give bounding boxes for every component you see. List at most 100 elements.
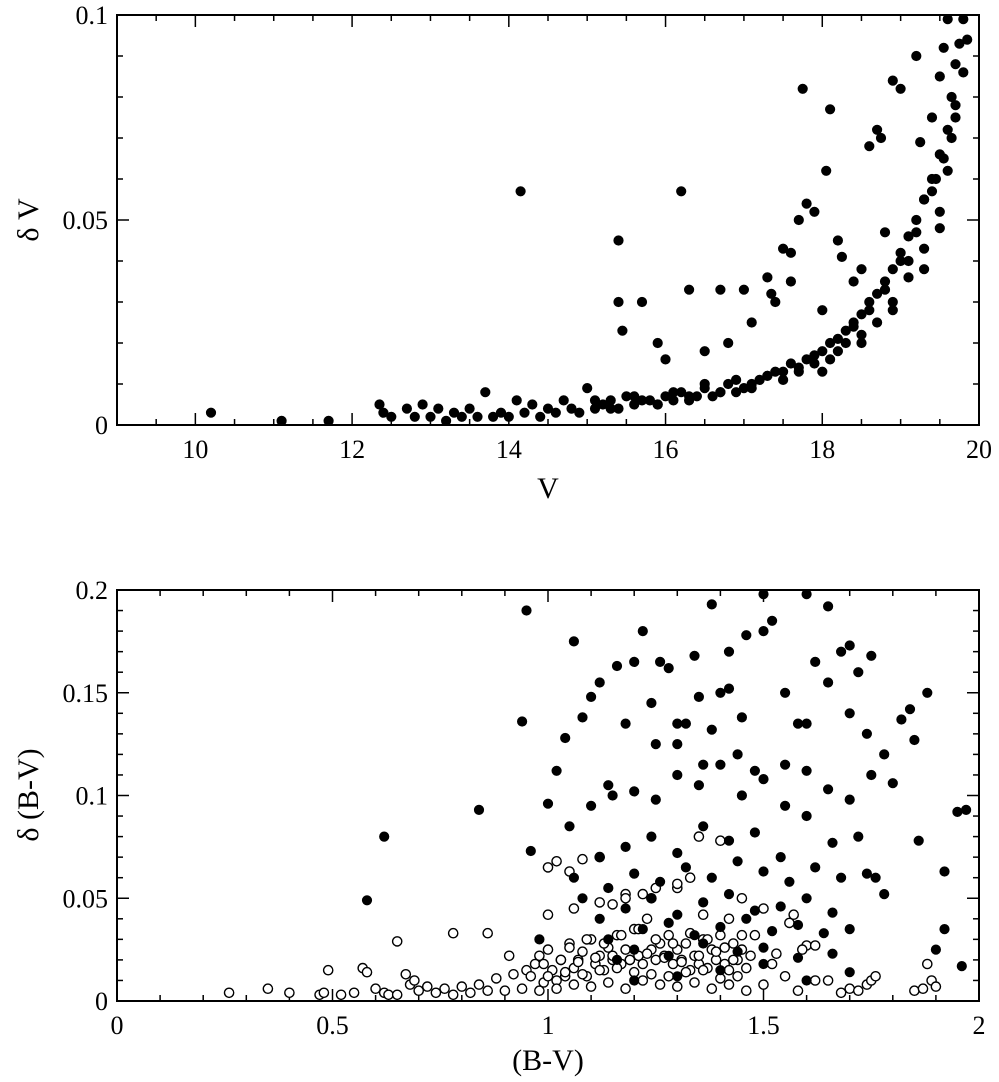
- top-x-tick-label: 20: [966, 435, 992, 464]
- bottom-filled-data-point: [646, 893, 657, 904]
- bottom-open-data-point: [508, 969, 519, 980]
- top-points: [205, 14, 973, 426]
- top-filled-data-point: [825, 104, 836, 115]
- bottom-open-data-point: [822, 975, 834, 986]
- top-filled-data-point: [636, 296, 648, 308]
- bottom-filled-data-point: [594, 677, 605, 688]
- bottom-filled-data-point: [715, 687, 726, 698]
- top-filled-data-point: [715, 387, 726, 398]
- top-filled-data-point: [911, 214, 922, 226]
- top-filled-data-point: [856, 337, 867, 349]
- bottom-filled-data-point: [930, 944, 942, 955]
- bottom-y-tick-label: 0.05: [63, 884, 109, 913]
- top-filled-data-point: [731, 374, 742, 385]
- top-filled-data-point: [801, 354, 812, 365]
- bottom-open-data-point: [551, 983, 562, 995]
- bottom-filled-data-point: [594, 913, 605, 924]
- bottom-open-data-point: [835, 987, 847, 999]
- bottom-filled-data-point: [792, 718, 804, 729]
- top-filled-data-point: [746, 317, 757, 328]
- bottom-y-tick-label: 0.2: [76, 576, 109, 605]
- top-filled-data-point: [946, 91, 957, 103]
- top-filled-data-point: [817, 366, 828, 377]
- top-filled-data-point: [668, 387, 679, 398]
- bottom-filled-data-point: [379, 831, 390, 842]
- bottom-open-data-point: [607, 899, 618, 910]
- bottom-filled-data-point: [810, 862, 821, 873]
- bottom-y-tick-label: 0.15: [63, 679, 109, 708]
- bottom-open-data-point: [697, 964, 709, 976]
- bottom-filled-data-point: [792, 919, 804, 931]
- top-y-tick-label: 0.05: [63, 206, 109, 235]
- bottom-open-data-point: [391, 989, 403, 1001]
- top-filled-data-point: [425, 411, 436, 422]
- top-filled-data-point: [378, 407, 389, 418]
- bottom-filled-data-point: [693, 691, 705, 703]
- bottom-filled-data-point: [780, 687, 791, 698]
- bottom-open-data-point: [736, 893, 748, 904]
- bottom-filled-data-point: [823, 601, 834, 612]
- bottom-open-data-point: [581, 934, 593, 945]
- top-filled-data-point: [401, 403, 412, 414]
- bottom-filled-data-point: [698, 938, 709, 949]
- bottom-x-tick-label: 1.5: [747, 1011, 780, 1040]
- bottom-filled-data-point: [551, 765, 562, 776]
- top-filled-data-point: [911, 50, 922, 62]
- top-filled-data-point: [652, 337, 663, 349]
- top-filled-data-point: [954, 38, 965, 49]
- bottom-filled-data-point: [801, 893, 812, 904]
- bottom-filled-data-point: [961, 804, 972, 816]
- top-filled-data-point: [582, 383, 593, 394]
- bottom-x-tick-label: 0: [111, 1011, 124, 1040]
- top-filled-data-point: [919, 264, 930, 275]
- bottom-open-data-point: [693, 950, 705, 962]
- bottom-filled-data-point: [913, 835, 924, 846]
- bottom-y-tick-label: 0.1: [76, 782, 109, 811]
- top-filled-data-point: [919, 243, 930, 254]
- bottom-open-data-point: [318, 987, 330, 999]
- bottom-filled-data-point: [637, 626, 648, 637]
- top-filled-data-point: [762, 272, 773, 283]
- bottom-filled-data-point: [629, 868, 640, 879]
- bottom-open-data-point: [348, 987, 360, 999]
- bottom-open-data-point: [715, 835, 726, 847]
- bottom-filled-data-point: [715, 921, 726, 933]
- top-filled-data-point: [613, 235, 624, 246]
- bottom-filled-data-point: [866, 769, 877, 781]
- bottom-filled-data-point: [939, 866, 950, 877]
- bottom-filled-data-point: [723, 683, 735, 694]
- top-filled-data-point: [934, 206, 945, 217]
- bottom-open-data-point: [620, 983, 631, 995]
- bottom-open-data-point: [663, 929, 675, 941]
- bottom-open-data-point: [465, 987, 476, 999]
- top-filled-data-point: [926, 112, 938, 123]
- top-filled-data-point: [875, 132, 887, 144]
- bottom-filled-data-point: [758, 866, 769, 877]
- top-filled-data-point: [433, 403, 444, 414]
- bottom-open-data-point: [797, 944, 808, 955]
- bottom-filled-data-point: [823, 677, 834, 688]
- bottom-open-data-point: [577, 946, 588, 958]
- top-filled-data-point: [930, 173, 942, 185]
- bottom-ticks: 0 0.5 1 1.5 2 0 0.05 0.1 0.15 0.2: [63, 576, 986, 1040]
- top-filled-data-point: [715, 284, 726, 295]
- bottom-filled-data-point: [706, 872, 717, 883]
- bottom-open-data-point: [559, 966, 571, 978]
- bottom-open-data-point: [758, 979, 769, 990]
- bottom-open-data-point: [809, 940, 821, 951]
- top-filled-data-point: [832, 235, 844, 246]
- bottom-open-data-point: [534, 985, 545, 997]
- bottom-filled-data-point: [732, 749, 743, 760]
- bottom-open-data-point: [723, 979, 735, 990]
- bottom-filled-data-point: [564, 821, 575, 832]
- bottom-filled-data-point: [611, 954, 623, 966]
- top-filled-data-point: [550, 407, 561, 418]
- bottom-filled-data-point: [853, 831, 864, 842]
- bottom-open-data-point: [542, 909, 554, 921]
- top-x-axis-label: V: [537, 472, 559, 505]
- bottom-open-data-point: [516, 983, 528, 995]
- top-filled-data-point: [699, 378, 710, 390]
- bottom-open-data-point: [447, 989, 459, 1001]
- top-filled-data-point: [699, 346, 710, 357]
